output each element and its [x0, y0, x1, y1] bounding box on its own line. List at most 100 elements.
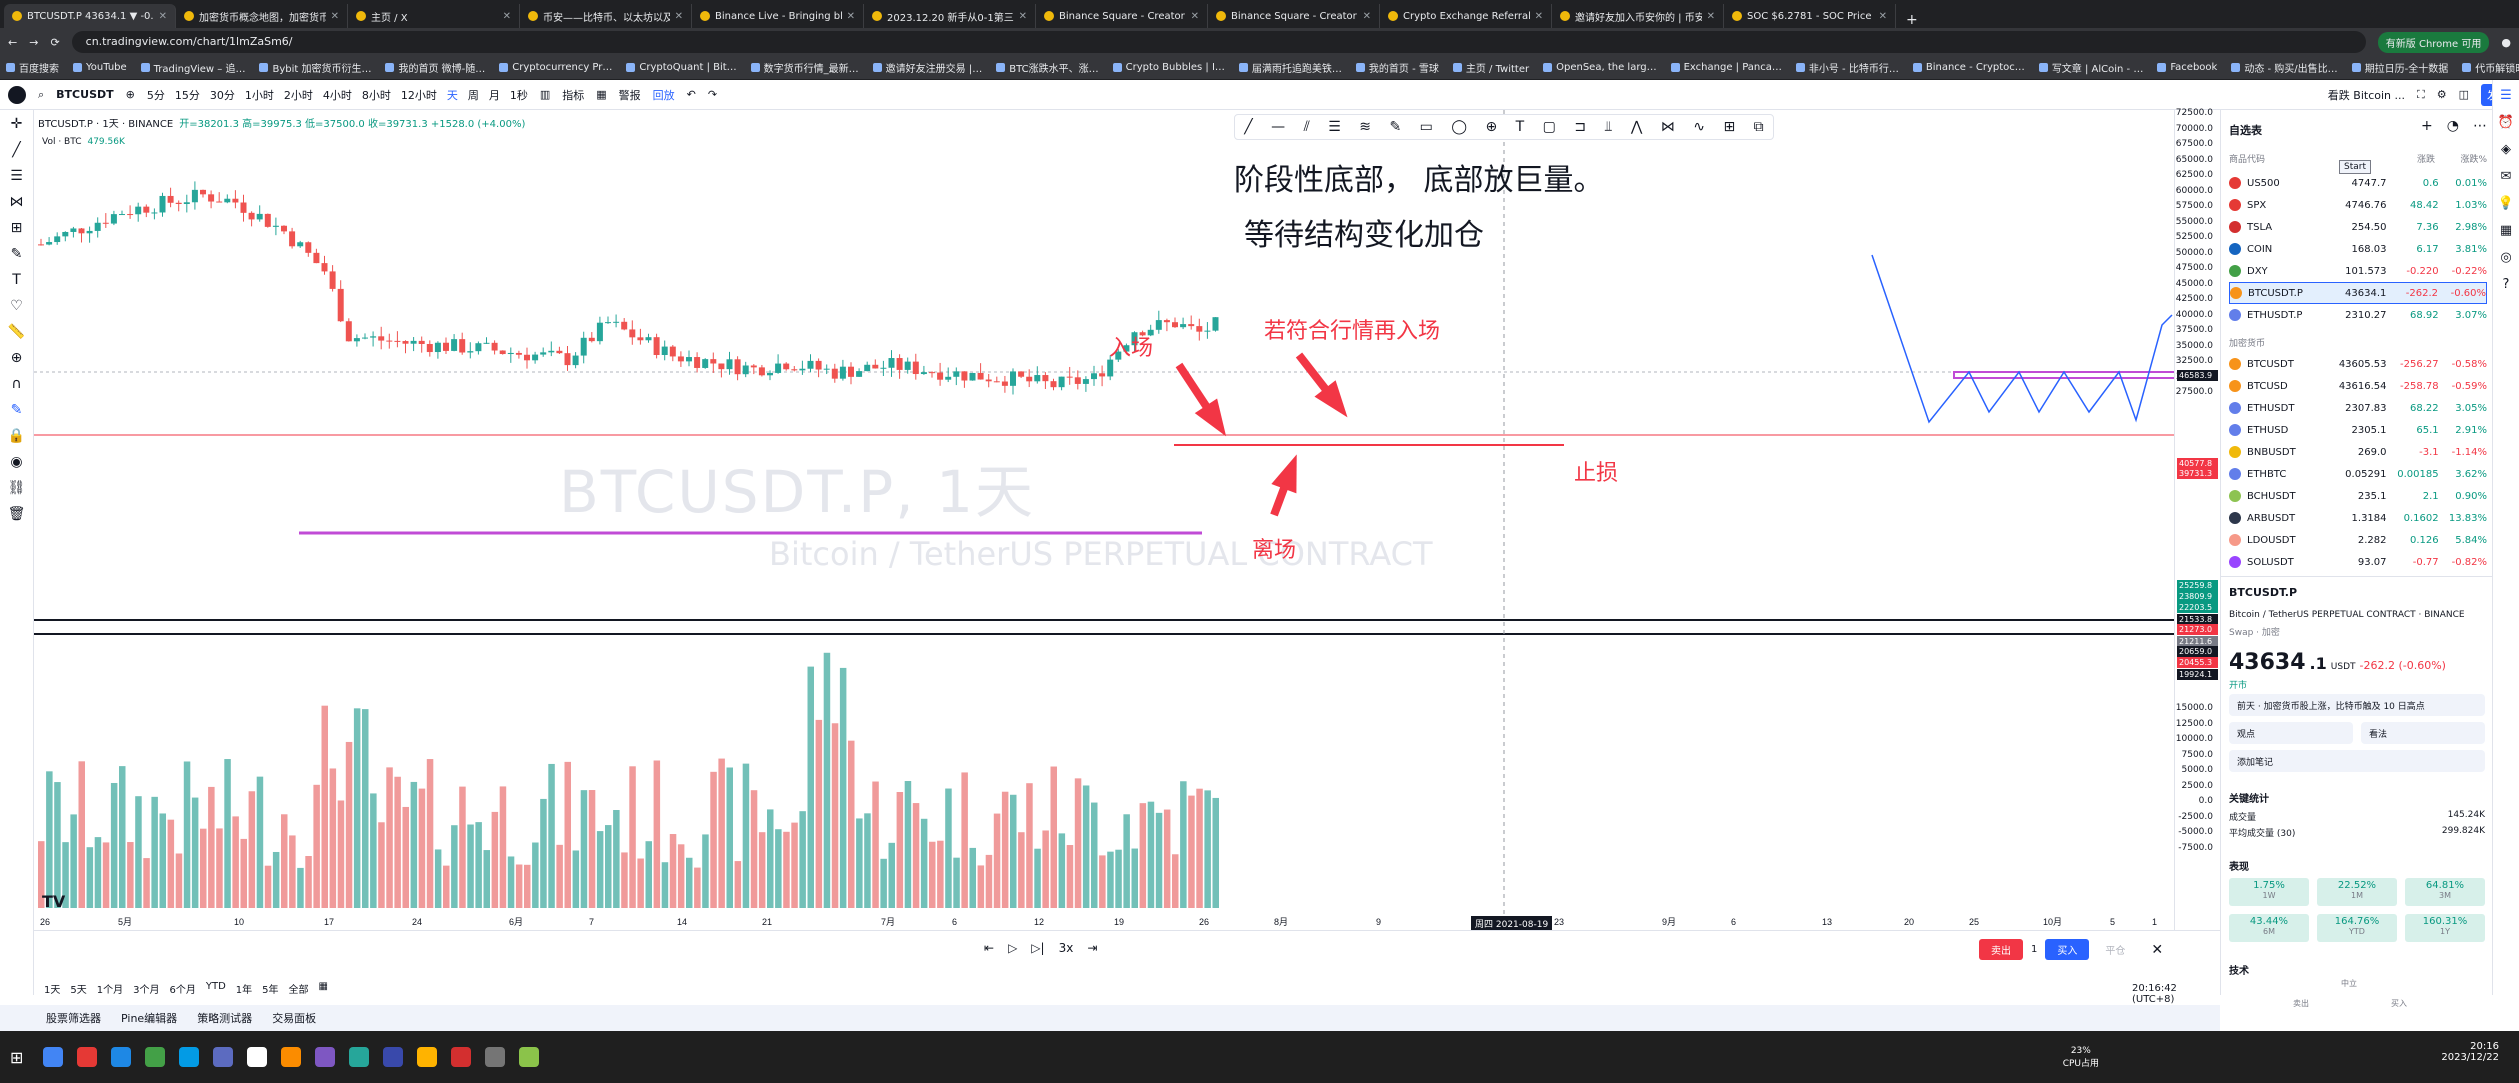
camera-icon[interactable]: ◫	[2458, 88, 2469, 101]
bookmark-item[interactable]: 主页 / Twitter	[1452, 60, 1529, 75]
browser-tab[interactable]: Binance Live - Bringing blockc ✕	[692, 4, 864, 28]
reload-icon[interactable]: ⟳	[50, 35, 60, 49]
browser-tab[interactable]: BTCUSDT.P 43634.1 ▼ -0.6% ✕	[4, 4, 176, 28]
chart-type-icon[interactable]: ▥	[539, 88, 551, 101]
price-axis[interactable]: 72500.0 70000.0 67500.0 65000.0 62500.0 60000…	[2174, 108, 2219, 930]
tab-close-icon[interactable]: ✕	[502, 10, 511, 22]
replay-button[interactable]: 回放	[652, 88, 675, 102]
bookmark-item[interactable]: Binance - Cryptoc…	[1912, 62, 2025, 73]
notification-icon[interactable]: ◎	[2500, 250, 2512, 265]
fib-retrace-icon[interactable]: ☰	[1328, 119, 1341, 135]
watchlist-row[interactable]: BNBUSDT 269.0 -3.1 -1.14%	[2229, 441, 2487, 463]
interval-option[interactable]: 30分	[209, 88, 235, 102]
watchlist-row[interactable]: US500 4747.7 0.6 0.01%	[2229, 172, 2487, 194]
brush-icon[interactable]: ✎	[10, 246, 23, 262]
hline-icon[interactable]: —	[1271, 119, 1286, 135]
magnet-icon[interactable]: ∩	[11, 376, 22, 392]
col-symbol[interactable]: 商品代码	[2229, 155, 2266, 165]
performance-cell[interactable]: 43.44% 6M	[2229, 914, 2309, 942]
heart-icon[interactable]: ♡	[10, 298, 23, 314]
browser-tab[interactable]: 币安——比特币、以太坊以及所 ✕	[520, 4, 692, 28]
tab-close-icon[interactable]: ✕	[1878, 10, 1887, 22]
alert-button[interactable]: 警报	[618, 88, 641, 102]
bookmark-item[interactable]: TradingView – 追…	[140, 60, 245, 75]
watchlist-row[interactable]: COIN 168.03 6.17 3.81%	[2229, 238, 2487, 260]
panel-tab[interactable]: Pine编辑器	[121, 1012, 178, 1025]
projection-icon[interactable]: ⊞	[10, 220, 23, 236]
pattern-icon[interactable]: ⋈	[9, 194, 24, 210]
bookmark-item[interactable]: Crypto Bubbles | I…	[1112, 62, 1225, 73]
step-icon[interactable]: ▷|	[1031, 941, 1045, 955]
bookmark-item[interactable]: 我的首页 微博-随…	[385, 60, 485, 75]
view-button[interactable]: 观点	[2229, 722, 2353, 744]
watchlist-row[interactable]: ETHUSD 2305.1 65.1 2.91%	[2229, 419, 2487, 441]
browser-tab[interactable]: Binance Square - Creator Cen ✕	[1208, 4, 1380, 28]
eye-icon[interactable]: ◉	[10, 454, 23, 470]
interval-option[interactable]: 5分	[146, 88, 165, 102]
panel-tab[interactable]: 交易面板	[272, 1012, 317, 1025]
interval-option[interactable]: 天	[446, 88, 458, 102]
taskbar-app-icon[interactable]	[77, 1047, 98, 1067]
redo-icon[interactable]: ↷	[707, 88, 718, 101]
play-icon[interactable]: ▷	[1008, 941, 1018, 955]
trendline-icon[interactable]: ╱	[12, 142, 21, 158]
watchlist-row[interactable]: ETHBTC 0.05291 0.00185 3.62%	[2229, 463, 2487, 485]
ruler-icon[interactable]: 📏	[7, 324, 26, 340]
performance-cell[interactable]: 64.81% 3M	[2405, 878, 2485, 906]
range-option[interactable]: 1个月	[96, 985, 124, 996]
taskbar-app-icon[interactable]	[349, 1047, 370, 1067]
taskbar-app-icon[interactable]	[247, 1047, 268, 1067]
ideas-icon[interactable]: 💡	[2497, 196, 2515, 211]
chart-canvas[interactable]: 26 5月 10 17 24 6月 7 14 21 7月 6 12 19 26 8月 9 23 9月 6 13 20 25…	[34, 110, 2174, 930]
add-note-button[interactable]: 添加笔记	[2229, 750, 2485, 772]
layout-icon[interactable]: ▦	[596, 88, 607, 101]
performance-cell[interactable]: 1.75% 1W	[2229, 878, 2309, 906]
trash-icon[interactable]: 🗑	[7, 506, 26, 522]
symbol-search-button[interactable]: BTCUSDT	[56, 88, 114, 101]
bookmark-item[interactable]: 我的首页 - 雪球	[1355, 60, 1439, 75]
calendar-icon[interactable]: ▦	[2499, 223, 2513, 238]
callout-icon[interactable]: ⊐	[1574, 119, 1587, 135]
bookmark-item[interactable]: Facebook	[2157, 62, 2217, 73]
tab-close-icon[interactable]: ✕	[674, 10, 683, 22]
path-icon[interactable]: ⋀	[1630, 119, 1643, 135]
bookmark-item[interactable]: 代币解锁时间期观	[2462, 60, 2519, 75]
taskbar-app-icon[interactable]	[111, 1047, 132, 1067]
taskbar-app-icon[interactable]	[485, 1047, 506, 1067]
watchlist-row[interactable]: BCHUSDT 235.1 2.1 0.90%	[2229, 485, 2487, 507]
elliott-icon[interactable]: ∿	[1693, 119, 1705, 135]
help-icon[interactable]: ?	[2502, 277, 2510, 292]
watchlist-row[interactable]: TSLA 254.50 7.36 2.98%	[2229, 216, 2487, 238]
news-item[interactable]: 前天 · 加密货币股上涨，比特币触及 10 日高点	[2229, 694, 2485, 716]
watchlist-icon[interactable]: ☰	[2500, 88, 2512, 103]
pen-icon[interactable]: ✎	[1389, 119, 1402, 135]
chat-icon[interactable]: ✉	[2500, 169, 2512, 184]
windows-start-icon[interactable]: ⊞	[10, 1047, 24, 1067]
forecast-icon[interactable]: ⧉	[1753, 119, 1764, 135]
chart-pane[interactable]: 26 5月 10 17 24 6月 7 14 21 7月 6 12 19 26 8月 9 23 9月 6 13 20 25…	[34, 110, 2174, 930]
interval-option[interactable]: 2小时	[283, 88, 313, 102]
taskbar-app-icon[interactable]	[145, 1047, 166, 1067]
bookmark-item[interactable]: 百度搜索	[6, 60, 59, 75]
performance-cell[interactable]: 22.52% 1M	[2317, 878, 2397, 906]
line-icon[interactable]: ╱	[1244, 119, 1253, 135]
range-option[interactable]: 1天	[44, 985, 61, 996]
rect-icon[interactable]: ▭	[1419, 119, 1433, 135]
forward-icon[interactable]: →	[29, 35, 39, 49]
performance-cell[interactable]: 160.31% 1Y	[2405, 914, 2485, 942]
interval-option[interactable]: 月	[488, 88, 500, 102]
watchlist-row[interactable]: ETHUSDT.P 2310.27 68.92 3.07%	[2229, 304, 2487, 326]
bookmark-item[interactable]: 数字货币行情_最新…	[750, 60, 859, 75]
col-change[interactable]: 涨跌	[2416, 155, 2435, 165]
watchlist-row[interactable]: BTCUSDT.P 43634.1 -262.2 -0.60%	[2229, 282, 2487, 304]
range-option[interactable]: 6个月	[169, 985, 196, 996]
replay-start-icon[interactable]: ⇤	[984, 941, 995, 955]
browser-tab[interactable]: 邀请好友加入币安你的 | 币安收 ✕	[1552, 4, 1724, 28]
watchlist-row[interactable]: BTCUSDT 43605.53 -256.27 -0.58%	[2229, 353, 2487, 375]
tab-close-icon[interactable]: ✕	[1706, 10, 1715, 22]
note-icon[interactable]: ▢	[1542, 119, 1556, 135]
link-icon[interactable]: ⛓	[7, 480, 26, 496]
bookmark-item[interactable]: 期拉日历-全十数据	[2351, 60, 2448, 75]
price-range-icon[interactable]: ⫫	[1604, 119, 1613, 135]
quantity-input[interactable]: 1	[2031, 944, 2038, 955]
